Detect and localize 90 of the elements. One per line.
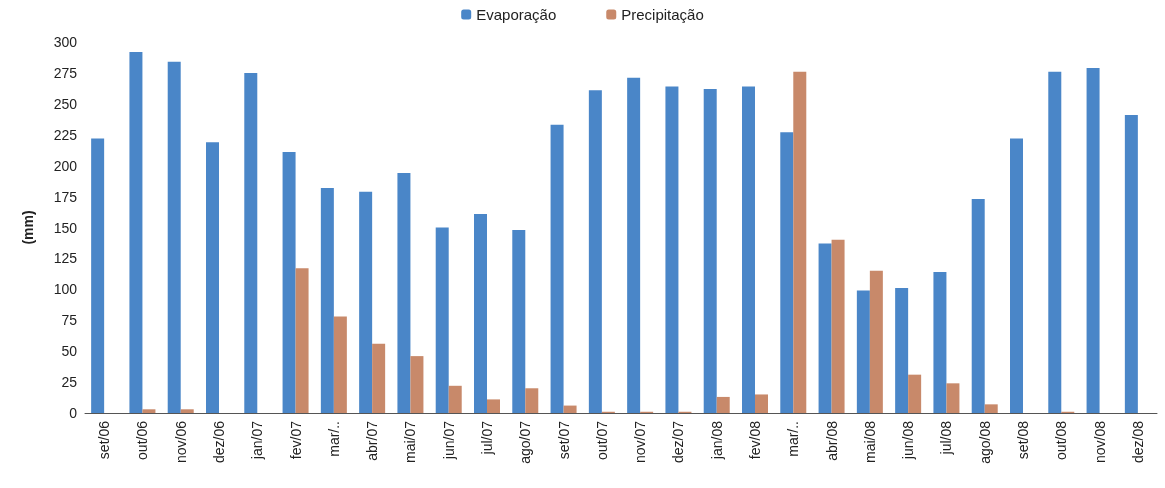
y-tick-label: 275 <box>53 64 78 81</box>
x-tick-label: set/07 <box>555 420 572 460</box>
bar <box>512 229 526 413</box>
bar <box>206 142 219 413</box>
y-tick-label: 200 <box>53 157 78 174</box>
x-tick-label: mai/07 <box>402 420 419 464</box>
x-tick-label: nov/07 <box>632 420 649 464</box>
x-tick-label: jun/08 <box>900 420 917 461</box>
bar <box>244 72 258 413</box>
x-tick-label: jan/08 <box>708 420 725 461</box>
bar <box>1048 71 1062 413</box>
x-tick-label: nov/06 <box>172 420 189 464</box>
bar <box>933 272 947 413</box>
x-tick-label: set/08 <box>1015 420 1031 460</box>
bar <box>91 138 105 413</box>
x-tick-label: mar/.. <box>785 421 802 457</box>
bar <box>818 243 832 413</box>
bar <box>984 404 998 413</box>
bar <box>588 90 602 413</box>
bar <box>856 290 870 413</box>
bar <box>703 88 717 413</box>
bar <box>780 132 794 413</box>
x-tick-label: abr/08 <box>823 420 840 461</box>
x-tick-label: jul/07 <box>479 420 495 456</box>
y-tick-label: 50 <box>61 343 78 360</box>
bar <box>665 86 679 413</box>
bar <box>448 385 462 413</box>
y-tick-label: 250 <box>53 95 78 112</box>
bar <box>563 405 577 413</box>
y-tick-label: 100 <box>53 281 78 298</box>
x-tick-label: out/08 <box>1053 420 1070 460</box>
bar <box>474 213 487 413</box>
bar <box>971 199 985 413</box>
legend-label: Precipitação <box>621 6 704 23</box>
x-tick-label: abr/07 <box>364 420 381 461</box>
bar <box>435 227 449 413</box>
x-tick-label: dez/07 <box>670 420 687 464</box>
bar <box>908 374 922 413</box>
bar <box>525 388 539 413</box>
legend-label: Evaporação <box>476 6 557 23</box>
y-tick-label: 0 <box>69 405 78 421</box>
bar <box>410 356 424 413</box>
y-tick-label: 225 <box>53 126 78 143</box>
bar <box>831 239 845 413</box>
bar <box>333 316 347 413</box>
bar <box>167 61 181 413</box>
x-tick-label: mar/.. <box>325 421 342 457</box>
bar <box>716 396 730 413</box>
x-tick-label: ago/07 <box>517 420 534 464</box>
x-tick-label: out/07 <box>593 420 610 460</box>
y-tick-label: 300 <box>53 34 78 50</box>
bar <box>487 399 500 413</box>
bar <box>372 343 386 413</box>
bar <box>1010 138 1023 413</box>
y-tick-label: 75 <box>61 312 78 329</box>
bar <box>895 288 909 413</box>
x-tick-label: dez/06 <box>211 420 227 464</box>
y-tick-label: 125 <box>53 250 78 267</box>
x-tick-label: mai/08 <box>861 420 878 464</box>
x-tick-label: fev/08 <box>747 420 763 460</box>
bar <box>869 270 883 413</box>
bar <box>946 383 960 413</box>
bar <box>755 394 768 413</box>
y-tick-label: 150 <box>53 219 78 236</box>
bar <box>742 86 755 413</box>
x-tick-label: jul/08 <box>938 420 955 456</box>
x-tick-label: dez/08 <box>1129 420 1146 464</box>
y-tick-label: 175 <box>53 188 78 205</box>
bar <box>295 268 309 413</box>
bar <box>397 173 411 413</box>
bar <box>129 51 143 413</box>
x-tick-label: ago/08 <box>976 420 993 464</box>
bar <box>793 71 807 413</box>
bar <box>1124 114 1138 413</box>
bar <box>180 409 194 413</box>
bar <box>142 409 156 413</box>
x-tick-label: set/06 <box>96 420 113 460</box>
bar <box>550 124 564 413</box>
x-tick-label: jun/07 <box>440 420 457 461</box>
bar <box>320 187 334 413</box>
x-tick-label: out/06 <box>134 420 151 460</box>
x-tick-label: jan/07 <box>249 420 266 461</box>
bar <box>282 152 296 413</box>
x-tick-label: nov/08 <box>1091 420 1108 464</box>
x-tick-label: fev/07 <box>287 420 304 460</box>
bar <box>1086 67 1100 413</box>
y-tick-label: 25 <box>61 374 78 391</box>
bar <box>627 77 641 413</box>
bar <box>359 191 373 413</box>
y-axis-title: (mm) <box>20 210 36 245</box>
